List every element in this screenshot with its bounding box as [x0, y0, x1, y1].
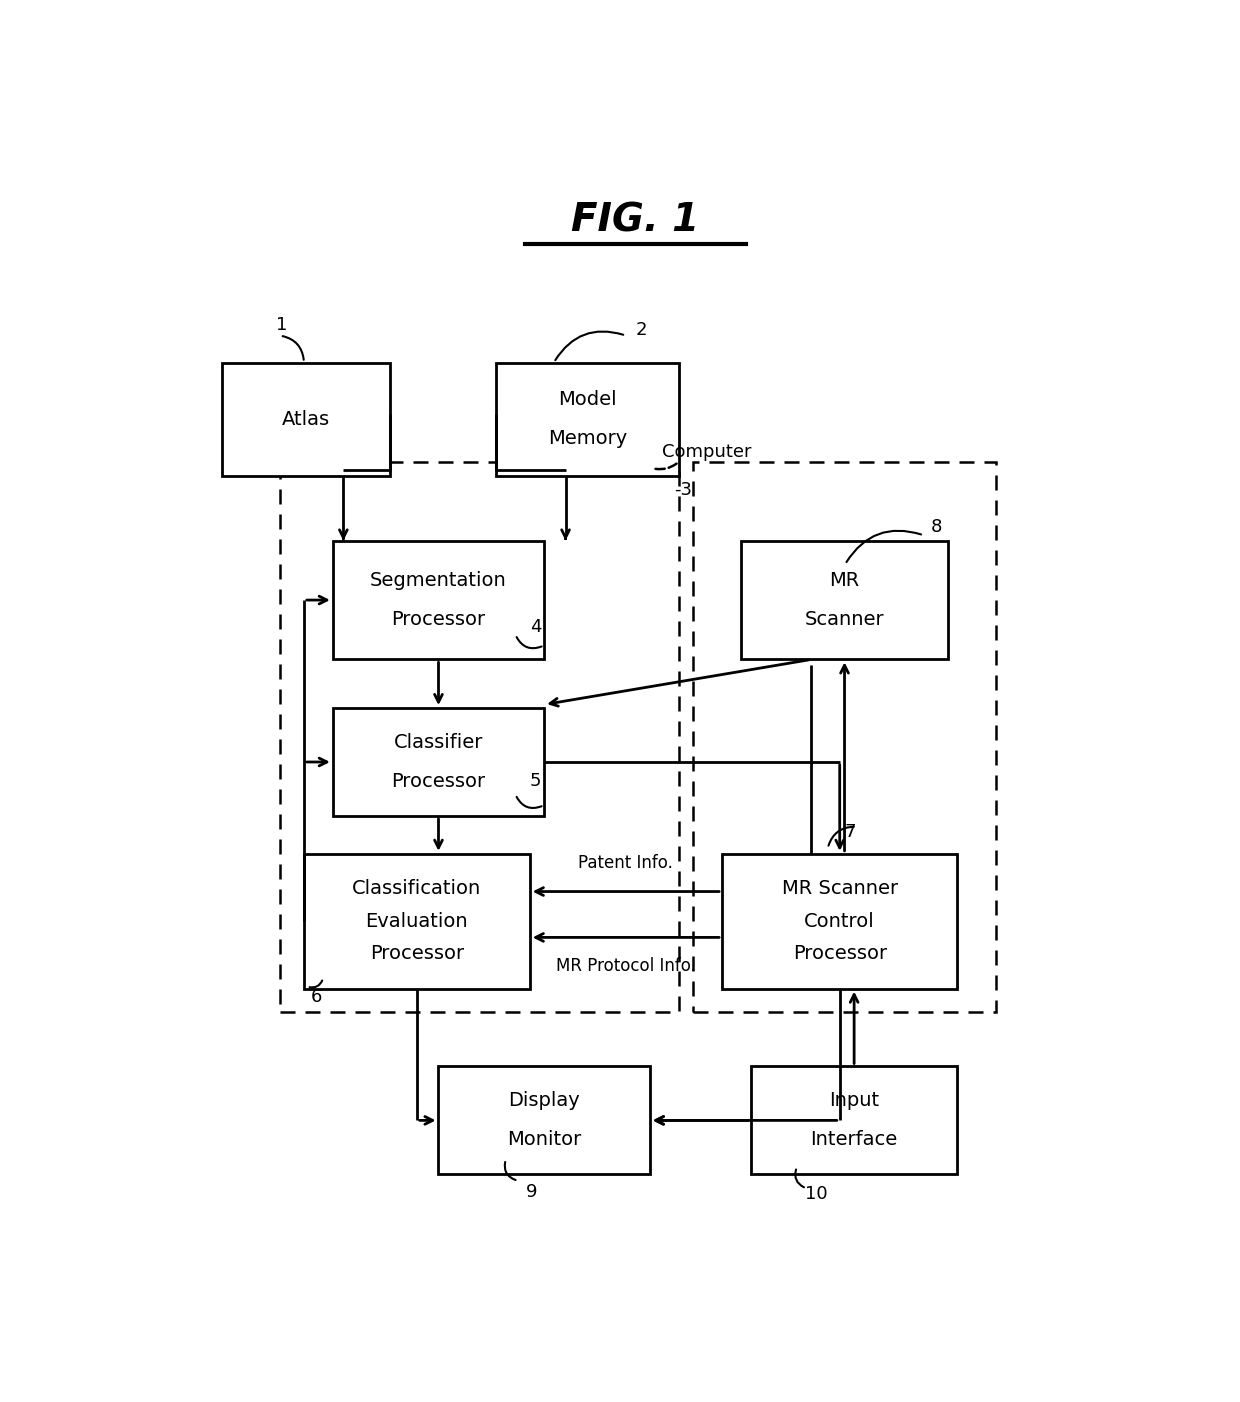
- Bar: [496, 363, 678, 475]
- Text: Memory: Memory: [548, 429, 627, 449]
- Text: Interface: Interface: [811, 1130, 898, 1150]
- Text: Monitor: Monitor: [507, 1130, 582, 1150]
- Text: Input: Input: [830, 1092, 879, 1110]
- Text: Processor: Processor: [792, 944, 887, 963]
- Bar: [742, 541, 947, 659]
- Text: Evaluation: Evaluation: [366, 911, 469, 931]
- Text: Control: Control: [805, 911, 875, 931]
- Text: 6: 6: [311, 988, 322, 1007]
- Bar: [722, 854, 957, 988]
- Text: MR: MR: [830, 571, 859, 590]
- Text: -3: -3: [675, 481, 692, 499]
- Text: Scanner: Scanner: [805, 610, 884, 629]
- Bar: [280, 461, 678, 1012]
- Bar: [693, 461, 996, 1012]
- Text: 8: 8: [930, 517, 942, 536]
- Text: Model: Model: [558, 390, 616, 409]
- Text: MR Protocol Info.: MR Protocol Info.: [556, 956, 696, 974]
- Bar: [332, 541, 544, 659]
- Text: MR Scanner: MR Scanner: [781, 879, 898, 899]
- Text: Display: Display: [508, 1092, 580, 1110]
- Text: 5: 5: [529, 773, 542, 791]
- Text: 2: 2: [636, 321, 647, 339]
- Bar: [304, 854, 529, 988]
- Text: Atlas: Atlas: [283, 409, 330, 429]
- Text: 10: 10: [805, 1185, 827, 1203]
- Text: Patent Info.: Patent Info.: [578, 854, 673, 872]
- Text: 7: 7: [844, 823, 857, 841]
- Bar: [222, 363, 391, 475]
- Text: Processor: Processor: [370, 944, 464, 963]
- Text: Computer: Computer: [662, 443, 751, 461]
- Text: Classifier: Classifier: [394, 733, 484, 751]
- Text: Segmentation: Segmentation: [370, 571, 507, 590]
- Text: Processor: Processor: [392, 773, 486, 791]
- Text: 9: 9: [526, 1183, 537, 1200]
- Text: Processor: Processor: [392, 610, 486, 629]
- Bar: [751, 1067, 957, 1175]
- Text: Classification: Classification: [352, 879, 481, 899]
- Text: FIG. 1: FIG. 1: [572, 200, 699, 240]
- Bar: [332, 708, 544, 816]
- Text: 1: 1: [277, 315, 288, 334]
- Bar: [439, 1067, 650, 1175]
- Text: 4: 4: [529, 618, 542, 637]
